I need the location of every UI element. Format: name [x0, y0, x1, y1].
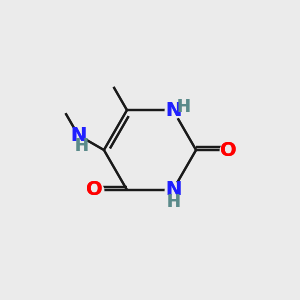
Text: H: H	[166, 193, 180, 211]
Text: N: N	[165, 100, 181, 120]
Text: O: O	[220, 140, 237, 160]
Text: H: H	[74, 137, 88, 155]
Text: N: N	[70, 126, 86, 145]
Text: O: O	[86, 180, 103, 200]
Text: O: O	[220, 140, 237, 160]
Text: N: N	[165, 180, 181, 200]
Text: H: H	[177, 98, 191, 116]
Text: H: H	[166, 193, 180, 211]
Text: N: N	[70, 126, 86, 145]
Text: N: N	[165, 100, 181, 120]
Text: O: O	[86, 180, 103, 200]
Text: H: H	[177, 98, 191, 116]
Text: H: H	[74, 137, 88, 155]
Text: N: N	[165, 180, 181, 200]
